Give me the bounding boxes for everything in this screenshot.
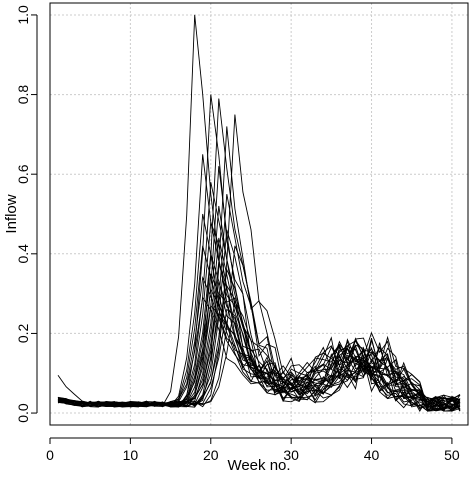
- series-line: [57, 312, 461, 410]
- y-tick-label: 1.0: [15, 5, 31, 25]
- x-tick-label: 10: [123, 447, 139, 463]
- series-line: [57, 308, 461, 410]
- x-axis: 0 10 20 30 40 50: [46, 437, 460, 463]
- x-tick-label: 30: [283, 447, 299, 463]
- x-tick-label: 40: [364, 447, 380, 463]
- y-tick-label: 0.4: [15, 244, 31, 264]
- series-line: [57, 292, 461, 409]
- y-tick-label: 0.6: [15, 164, 31, 184]
- series-line: [57, 304, 461, 412]
- series-line: [57, 253, 461, 409]
- series-line: [57, 261, 461, 412]
- plot-frame: [49, 2, 469, 426]
- x-tick-label: 0: [46, 447, 54, 463]
- series-lines: [57, 14, 461, 413]
- y-axis: 0.0 0.2 0.4 0.6 0.8 1.0: [15, 5, 38, 423]
- x-tick-label: 20: [203, 447, 219, 463]
- x-axis-title: Week no.: [227, 457, 290, 474]
- grid: [49, 3, 468, 425]
- series-line: [57, 237, 461, 412]
- series-line: [57, 281, 461, 408]
- x-tick-label: 50: [444, 447, 460, 463]
- series-line: [57, 288, 461, 410]
- y-tick-label: 0.2: [15, 323, 31, 343]
- y-tick-label: 0.8: [15, 85, 31, 105]
- y-tick-label: 0.0: [15, 403, 31, 423]
- y-axis-title: Inflow: [3, 194, 20, 233]
- series-line: [57, 300, 461, 410]
- series-line: [57, 245, 461, 411]
